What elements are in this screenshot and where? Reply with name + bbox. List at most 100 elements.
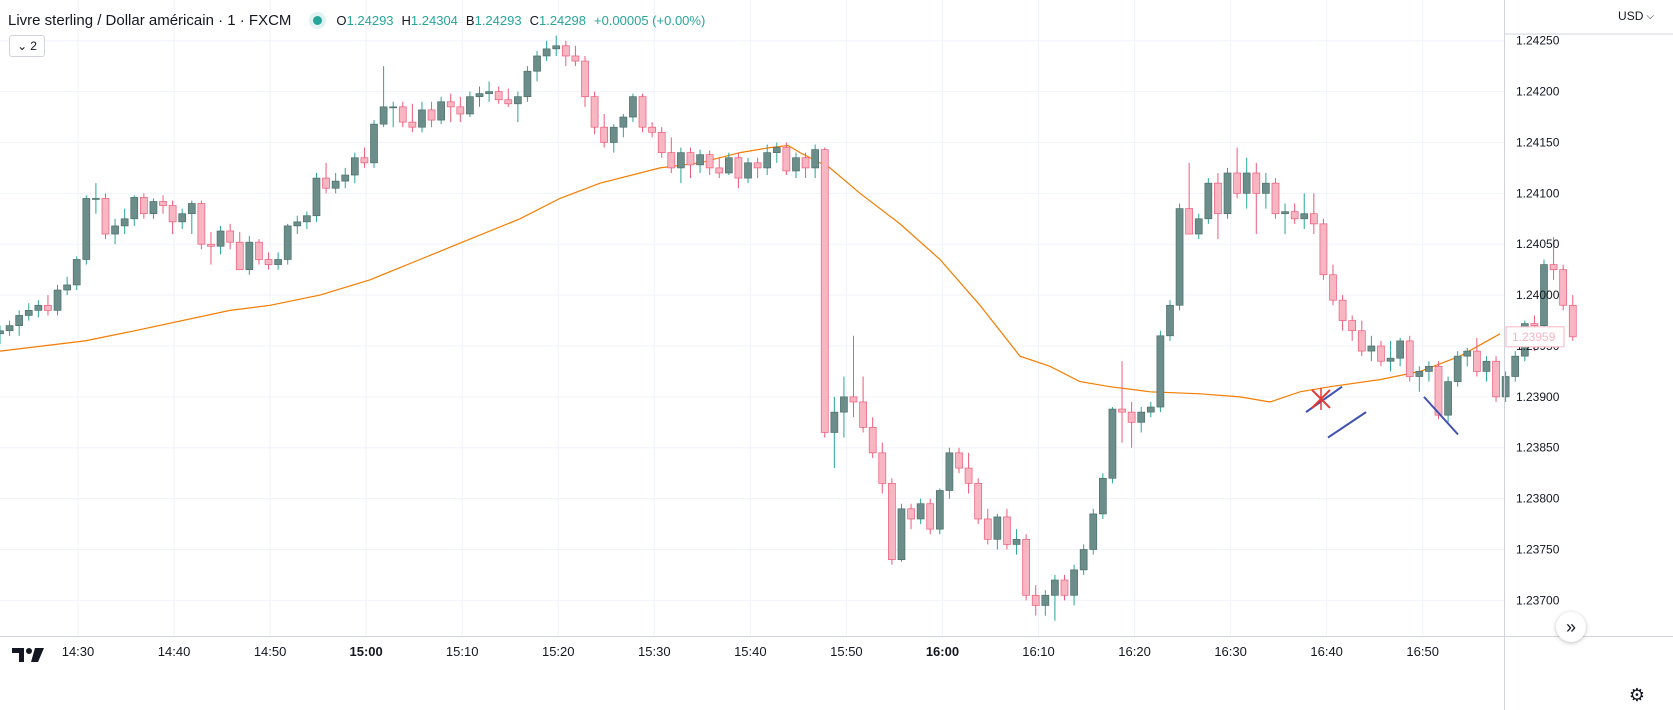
time-tick-label: 15:20 xyxy=(542,644,575,659)
candle xyxy=(1252,162,1261,235)
candle-body xyxy=(92,198,100,200)
candle-body xyxy=(101,198,110,235)
tradingview-logo[interactable] xyxy=(12,646,46,664)
candle-body xyxy=(72,259,81,286)
candle-body xyxy=(159,201,167,206)
candle-body xyxy=(878,452,887,484)
candle-body xyxy=(130,197,139,220)
candle-body xyxy=(312,177,321,217)
candle xyxy=(446,93,455,123)
close-value: C1.24298 xyxy=(529,12,586,28)
candle-body xyxy=(1290,211,1299,220)
candle xyxy=(840,376,848,438)
candle xyxy=(1540,259,1548,331)
candle-body xyxy=(1089,513,1098,550)
time-tick-label: 15:50 xyxy=(830,644,863,659)
candle-body xyxy=(897,508,906,561)
time-tick-label: 14:50 xyxy=(254,644,287,659)
candle-body xyxy=(667,152,676,169)
price-tick-label: 1.23750 xyxy=(1516,543,1560,557)
candle-body xyxy=(1309,213,1318,225)
candle xyxy=(542,40,551,62)
candle xyxy=(1146,401,1155,418)
candle xyxy=(1309,193,1318,235)
candle-body xyxy=(964,467,973,484)
candle-body xyxy=(523,70,532,98)
candle-body xyxy=(1262,182,1270,194)
candle xyxy=(561,40,570,67)
candle-body xyxy=(1463,350,1472,357)
candle xyxy=(878,442,887,494)
candle-body xyxy=(1473,350,1481,372)
candle xyxy=(1319,218,1328,280)
candle xyxy=(111,218,119,245)
candle-body xyxy=(1300,213,1309,220)
candle-body xyxy=(993,516,1002,540)
candle-body xyxy=(533,55,541,72)
price-tick-label: 1.23850 xyxy=(1516,441,1560,455)
candle-body xyxy=(1511,355,1520,377)
candle xyxy=(859,376,867,433)
candle xyxy=(696,149,704,173)
candle-body xyxy=(408,121,417,128)
candle-body xyxy=(216,230,225,247)
candle-body xyxy=(1214,182,1222,215)
candle-body xyxy=(945,452,954,491)
time-tick-label: 14:40 xyxy=(158,644,191,659)
candle-body xyxy=(705,154,714,169)
candle xyxy=(1549,237,1558,280)
indicator-count: 2 xyxy=(30,39,37,53)
time-tick-label: 16:00 xyxy=(926,644,959,659)
candle xyxy=(916,498,925,525)
candle-body xyxy=(1051,579,1059,596)
candle-body xyxy=(24,310,33,316)
candle-body xyxy=(1492,360,1500,398)
candle-body xyxy=(226,230,235,243)
candle xyxy=(1357,320,1366,357)
candle-body xyxy=(370,123,378,164)
legend-toggle-button[interactable]: ⌄ 2 xyxy=(9,35,45,57)
candle xyxy=(955,447,963,474)
candle-body xyxy=(1108,408,1117,479)
currency-selector[interactable]: USD ⌵ xyxy=(1606,6,1666,26)
candle-body xyxy=(1453,355,1462,382)
time-tick-label: 15:30 xyxy=(638,644,671,659)
candle-body xyxy=(1338,299,1347,321)
candle-body xyxy=(772,147,781,153)
candle xyxy=(1003,508,1011,550)
chevron-down-icon: ⌄ xyxy=(17,39,28,53)
candle-body xyxy=(542,48,551,57)
candle xyxy=(245,236,254,275)
candle xyxy=(312,172,321,222)
candle xyxy=(207,232,215,265)
candle-body xyxy=(1329,274,1337,301)
price-tick-label: 1.24050 xyxy=(1516,237,1560,251)
symbol-title[interactable]: Livre sterling / Dollar américain · 1 · … xyxy=(8,11,292,29)
candle xyxy=(1453,351,1462,387)
candle xyxy=(1559,264,1568,311)
candle xyxy=(504,88,513,107)
scroll-to-realtime-button[interactable]: » xyxy=(1556,612,1586,642)
candle xyxy=(283,223,292,265)
candle-body xyxy=(1098,477,1107,515)
candle xyxy=(1377,340,1385,367)
time-tick-label: 15:00 xyxy=(350,644,383,659)
candle-body xyxy=(331,180,340,189)
settings-button[interactable]: ⚙ xyxy=(1626,684,1648,706)
time-tick-label: 16:10 xyxy=(1022,644,1055,659)
candle-body xyxy=(303,215,311,223)
candle-body xyxy=(1079,549,1088,571)
candle-body xyxy=(849,396,858,403)
candle xyxy=(456,96,465,123)
candle xyxy=(437,96,445,125)
candle xyxy=(523,66,532,102)
candle-body xyxy=(178,213,187,223)
candle-body xyxy=(197,203,206,245)
candle xyxy=(888,478,896,565)
candle-body xyxy=(974,483,983,520)
candle-body xyxy=(868,427,877,454)
user-drawings xyxy=(1305,385,1459,439)
candle-body xyxy=(955,452,963,469)
candle xyxy=(974,478,983,525)
